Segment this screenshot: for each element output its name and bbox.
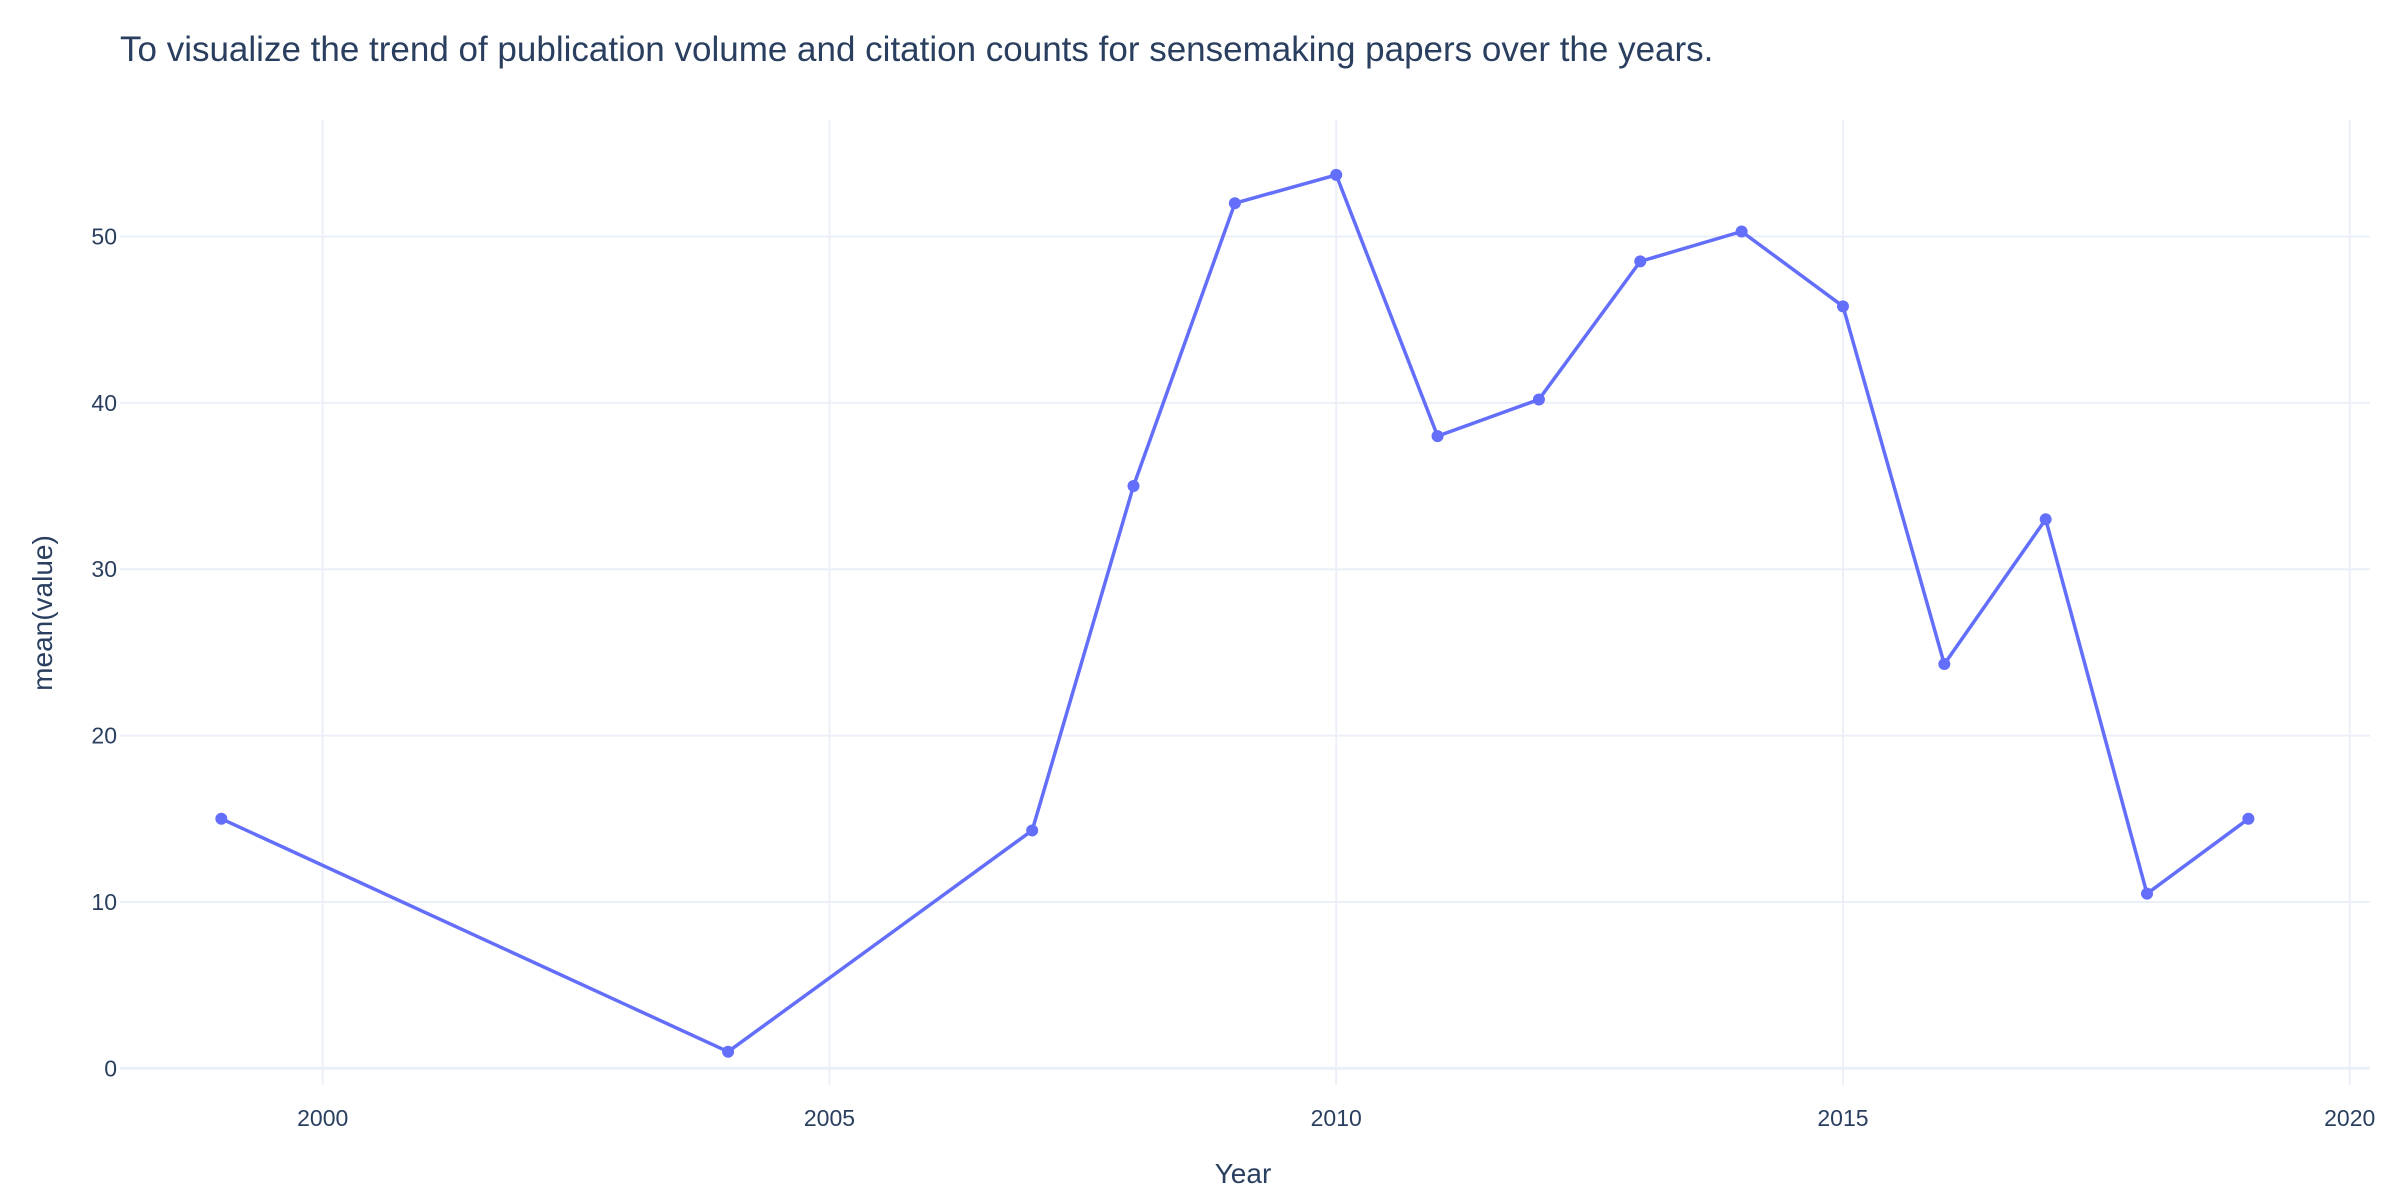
- gridlines: [120, 120, 2370, 1085]
- x-tick-label: 2010: [1311, 1105, 1362, 1131]
- x-tick-labels: 2000 2005 2010 2015 2020: [297, 1105, 2375, 1131]
- x-tick-label: 2020: [2324, 1105, 2375, 1131]
- data-point[interactable]: [1836, 300, 1849, 313]
- y-tick-label: 30: [91, 556, 117, 582]
- y-tick-label: 50: [91, 223, 117, 249]
- data-point[interactable]: [215, 812, 228, 825]
- data-point[interactable]: [1026, 824, 1039, 837]
- data-point[interactable]: [2242, 812, 2255, 825]
- data-point[interactable]: [1532, 393, 1545, 406]
- series-markers: [215, 168, 2255, 1058]
- x-tick-label: 2005: [804, 1105, 855, 1131]
- y-tick-label: 40: [91, 390, 117, 416]
- x-tick-label: 2015: [1817, 1105, 1868, 1131]
- data-point[interactable]: [722, 1045, 735, 1058]
- data-point[interactable]: [1127, 480, 1140, 493]
- data-point[interactable]: [1228, 197, 1241, 210]
- x-axis-title: Year: [1215, 1158, 1272, 1189]
- data-point[interactable]: [1330, 168, 1343, 181]
- y-tick-label: 0: [104, 1055, 117, 1081]
- y-tick-label: 20: [91, 723, 117, 749]
- data-point[interactable]: [1431, 430, 1444, 443]
- y-tick-labels: 0 10 20 30 40 50: [91, 223, 117, 1081]
- data-point[interactable]: [1634, 255, 1647, 268]
- y-tick-label: 10: [91, 889, 117, 915]
- data-point[interactable]: [2141, 887, 2154, 900]
- data-point[interactable]: [1938, 658, 1951, 671]
- data-point[interactable]: [1735, 225, 1748, 238]
- data-point[interactable]: [2039, 513, 2052, 526]
- chart-title: To visualize the trend of publication vo…: [120, 30, 1713, 69]
- y-axis-title: mean(value): [27, 535, 58, 691]
- x-tick-label: 2000: [297, 1105, 348, 1131]
